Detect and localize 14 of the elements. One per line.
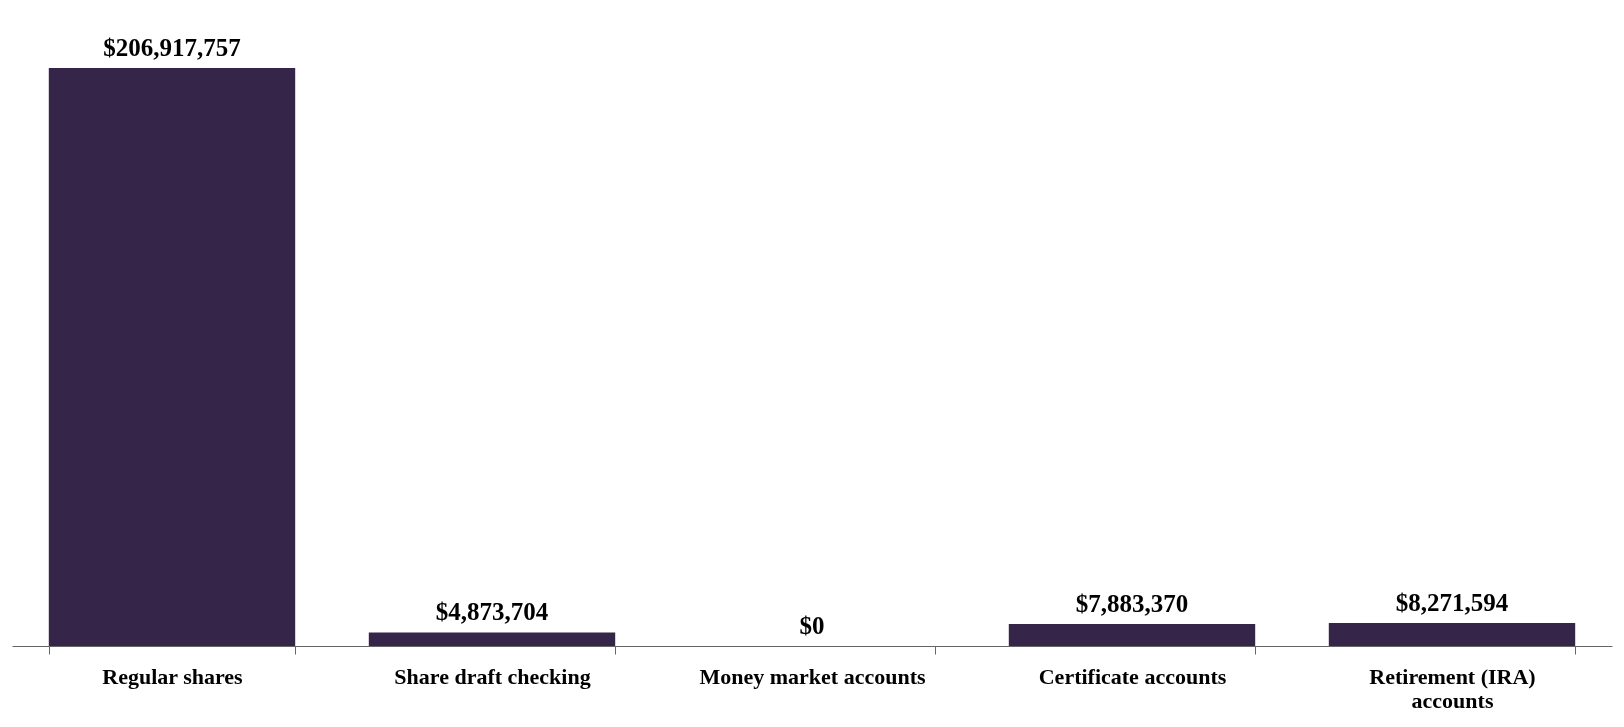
x-tick-label: Certificate accounts (1038, 663, 1227, 689)
bar (1008, 623, 1256, 646)
bar (1328, 622, 1576, 646)
x-tick-label: Regular shares (102, 663, 244, 689)
data-label: $8,271,594 (1395, 588, 1509, 616)
data-label: $206,917,757 (103, 34, 241, 61)
bar (48, 68, 296, 646)
data-label: $4,873,704 (435, 598, 549, 626)
bar (368, 632, 616, 646)
data-label: $0 (799, 612, 825, 639)
x-tick-label: Money market accounts (699, 663, 926, 689)
x-tick-label: Share draft checking (394, 663, 591, 689)
x-tick-label: Retirement (IRA) accounts (1369, 663, 1536, 713)
data-label: $7,883,370 (1075, 589, 1189, 617)
